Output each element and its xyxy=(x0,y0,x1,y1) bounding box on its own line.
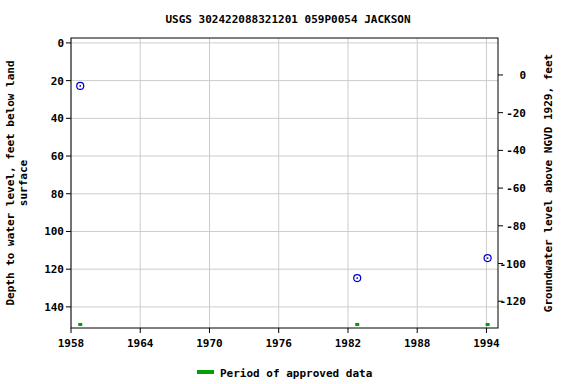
y-tick-label: 0 xyxy=(57,37,64,50)
title: USGS 302422088321201 059P0054 JACKSON xyxy=(165,13,410,26)
marker-dot xyxy=(356,277,358,279)
y-tick xyxy=(66,231,71,232)
y2-tick xyxy=(498,74,503,75)
y-tick-label: 40 xyxy=(51,112,64,125)
x-tick xyxy=(417,328,418,333)
x-tick xyxy=(209,328,210,333)
data-point xyxy=(354,275,361,282)
y2-tick-label: -80 xyxy=(506,220,526,233)
marker-ring xyxy=(77,82,84,89)
grid-line xyxy=(209,38,210,328)
marker-ring xyxy=(354,275,361,282)
legend-swatch xyxy=(197,370,214,374)
y2-tick-label: -20 xyxy=(506,107,526,120)
grid-line xyxy=(71,269,498,270)
grid-line xyxy=(71,306,498,307)
grid-line xyxy=(71,118,498,119)
plot-area xyxy=(77,82,491,281)
y-tick-label: 80 xyxy=(51,188,64,201)
x-tick-label: 1970 xyxy=(196,337,223,350)
x-tick xyxy=(347,328,348,333)
y2-tick-label: -60 xyxy=(506,182,526,195)
x-tick-label: 1982 xyxy=(335,337,362,350)
data-point xyxy=(484,255,491,262)
y2-tick xyxy=(498,112,503,113)
x-tick-label: 1958 xyxy=(58,337,85,350)
grid-line xyxy=(71,231,498,232)
y-tick xyxy=(66,269,71,270)
y-tick-label: 120 xyxy=(44,263,64,276)
marker-ring xyxy=(484,255,491,262)
y2-tick-label: -40 xyxy=(506,144,526,157)
x-tick-label: 1994 xyxy=(473,337,500,350)
x-tick-label: 1964 xyxy=(127,337,154,350)
y-tick xyxy=(66,80,71,81)
grid-line xyxy=(71,156,498,157)
y-tick xyxy=(66,306,71,307)
marker-dot xyxy=(487,257,489,259)
grid-line xyxy=(140,38,141,328)
y-tick-label: 20 xyxy=(51,75,64,88)
approved-period xyxy=(355,323,359,326)
approved-period xyxy=(486,323,490,326)
y-tick xyxy=(66,118,71,119)
x-tick xyxy=(71,328,72,333)
y-tick xyxy=(66,42,71,43)
y2-tick-label: -120 xyxy=(500,295,527,308)
y2-tick xyxy=(498,150,503,151)
y-tick-label: 60 xyxy=(51,150,64,163)
grid-line xyxy=(486,38,487,328)
y2-tick xyxy=(498,225,503,226)
y-axis-label: Depth to water level, feet below land xyxy=(4,60,17,305)
grid-line xyxy=(417,38,418,328)
approved-period xyxy=(78,323,82,326)
y2-tick-label: 0 xyxy=(519,69,526,82)
plot-frame xyxy=(71,38,498,328)
chart: USGS 302422088321201 059P0054 JACKSON 195… xyxy=(0,0,576,384)
y2-tick xyxy=(498,188,503,189)
y2-tick-label: -100 xyxy=(500,258,527,271)
marker-dot xyxy=(79,85,81,87)
grid-line xyxy=(347,38,348,328)
y-tick xyxy=(66,156,71,157)
x-tick-label: 1988 xyxy=(404,337,431,350)
grid-line xyxy=(71,42,498,43)
y-tick-label: 100 xyxy=(44,225,64,238)
x-tick xyxy=(278,328,279,333)
grid-line xyxy=(71,80,498,81)
data-point xyxy=(77,82,84,89)
x-tick xyxy=(140,328,141,333)
y-tick-label: 140 xyxy=(44,301,64,314)
x-tick-label: 1976 xyxy=(265,337,292,350)
legend-label: Period of approved data xyxy=(220,367,372,380)
y-tick xyxy=(66,193,71,194)
y2-axis-label: Groundwater level above NGVD 1929, feet xyxy=(542,54,555,312)
y-axis-label: surface xyxy=(17,159,30,206)
grid-line xyxy=(71,193,498,194)
grid-line xyxy=(278,38,279,328)
x-tick xyxy=(486,328,487,333)
